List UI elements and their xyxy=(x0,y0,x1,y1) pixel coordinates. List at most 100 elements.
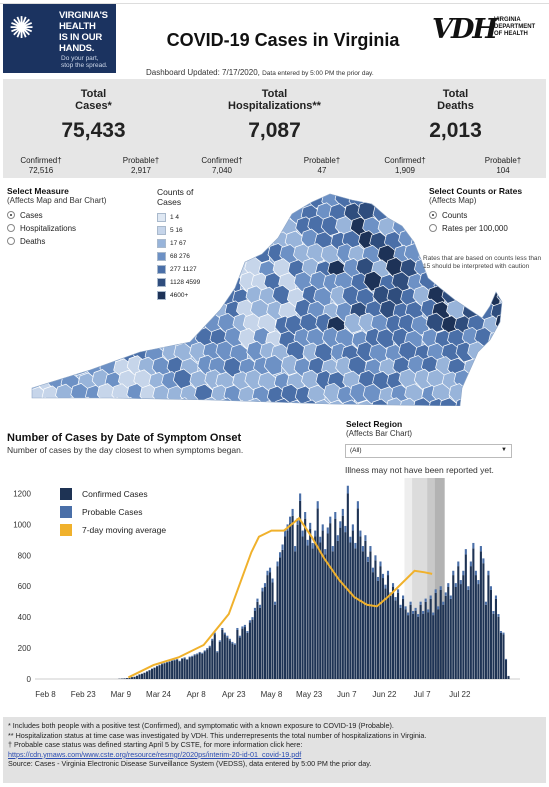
probable-bar[interactable] xyxy=(258,604,262,608)
probable-bar[interactable] xyxy=(211,638,214,641)
probable-bar[interactable] xyxy=(314,530,317,537)
county-cell[interactable] xyxy=(512,341,520,361)
probable-bar[interactable] xyxy=(371,567,374,573)
county-cell[interactable] xyxy=(83,302,103,324)
county-cell[interactable] xyxy=(132,314,152,335)
confirmed-bar[interactable] xyxy=(449,598,452,679)
confirmed-bar[interactable] xyxy=(263,587,267,679)
county-cell[interactable] xyxy=(259,202,279,224)
probable-bar[interactable] xyxy=(447,583,450,588)
probable-bar[interactable] xyxy=(469,561,472,567)
county-cell[interactable] xyxy=(162,314,182,336)
county-cell[interactable] xyxy=(511,285,520,305)
confirmed-bar[interactable] xyxy=(497,616,500,679)
confirmed-bar[interactable] xyxy=(404,609,407,679)
probable-bar[interactable] xyxy=(241,626,244,629)
county-cell[interactable] xyxy=(106,397,126,406)
confirmed-bar[interactable] xyxy=(444,595,447,679)
probable-bar[interactable] xyxy=(334,512,337,519)
county-cell[interactable] xyxy=(488,383,507,405)
probable-bar[interactable] xyxy=(504,658,508,660)
county-cell[interactable] xyxy=(139,299,159,321)
probable-bar[interactable] xyxy=(487,570,490,576)
county-cell[interactable] xyxy=(237,192,257,209)
confirmed-bar[interactable] xyxy=(349,542,352,679)
probable-bar[interactable] xyxy=(299,493,302,501)
county-cell[interactable] xyxy=(89,257,109,278)
measure-option-cases[interactable]: Cases xyxy=(7,209,147,221)
confirmed-bar[interactable] xyxy=(381,578,385,679)
probable-bar[interactable] xyxy=(424,598,427,602)
probable-bar[interactable] xyxy=(417,614,420,617)
probable-bar[interactable] xyxy=(304,512,307,519)
county-cell[interactable] xyxy=(119,257,138,278)
probable-bar[interactable] xyxy=(412,610,415,614)
confirmed-bar[interactable] xyxy=(145,671,149,679)
confirmed-bar[interactable] xyxy=(452,575,455,679)
confirmed-bar[interactable] xyxy=(271,582,274,679)
probable-bar[interactable] xyxy=(243,624,246,628)
region-dropdown[interactable]: (All) ▼ xyxy=(345,444,512,458)
county-cell[interactable] xyxy=(488,330,506,352)
county-cell[interactable] xyxy=(487,272,506,294)
confirmed-bar[interactable] xyxy=(188,657,191,679)
confirmed-bar[interactable] xyxy=(246,632,249,679)
probable-bar[interactable] xyxy=(223,632,226,635)
confirmed-bar[interactable] xyxy=(341,515,344,679)
probable-bar[interactable] xyxy=(452,570,455,576)
confirmed-bar[interactable] xyxy=(371,572,374,679)
county-cell[interactable] xyxy=(251,216,271,238)
county-cell[interactable] xyxy=(56,356,75,377)
probable-bar[interactable] xyxy=(271,578,274,583)
probable-bar[interactable] xyxy=(218,640,221,642)
county-cell[interactable] xyxy=(460,272,480,294)
confirmed-bar[interactable] xyxy=(336,540,339,679)
county-cell[interactable] xyxy=(54,246,74,267)
probable-bar[interactable] xyxy=(253,607,257,611)
confirmed-bar[interactable] xyxy=(281,549,284,679)
confirmed-bar[interactable] xyxy=(140,673,144,679)
probable-bar[interactable] xyxy=(201,652,204,654)
confirmed-bar[interactable] xyxy=(261,591,264,679)
confirmed-bar[interactable] xyxy=(279,557,282,679)
probable-bar[interactable] xyxy=(193,654,196,656)
probable-bar[interactable] xyxy=(238,635,241,638)
probable-bar[interactable] xyxy=(276,561,279,567)
county-cell[interactable] xyxy=(48,343,68,365)
confirmed-bar[interactable] xyxy=(319,542,322,679)
probable-bar[interactable] xyxy=(268,567,272,573)
confirmed-bar[interactable] xyxy=(286,530,289,679)
probable-bar[interactable] xyxy=(309,522,312,530)
confirmed-bar[interactable] xyxy=(492,613,495,679)
confirmed-bar[interactable] xyxy=(434,592,437,679)
probable-bar[interactable] xyxy=(324,549,327,555)
confirmed-bar[interactable] xyxy=(419,604,422,679)
confirmed-bar[interactable] xyxy=(414,610,417,679)
probable-bar[interactable] xyxy=(198,651,201,654)
probable-bar[interactable] xyxy=(399,604,402,608)
county-cell[interactable] xyxy=(513,315,520,335)
probable-bar[interactable] xyxy=(462,570,465,576)
probable-bar[interactable] xyxy=(494,595,498,599)
confirmed-bar[interactable] xyxy=(479,551,482,679)
rates-option-counts[interactable]: Counts xyxy=(429,209,549,221)
probable-bar[interactable] xyxy=(256,598,259,602)
probable-bar[interactable] xyxy=(233,643,236,645)
probable-bar[interactable] xyxy=(429,595,432,599)
county-cell[interactable] xyxy=(40,273,60,294)
county-cell[interactable] xyxy=(481,232,501,254)
confirmed-bar[interactable] xyxy=(256,601,259,679)
county-cell[interactable] xyxy=(77,256,97,278)
confirmed-bar[interactable] xyxy=(386,575,390,679)
probable-bar[interactable] xyxy=(492,610,495,614)
county-cell[interactable] xyxy=(132,260,152,282)
confirmed-bar[interactable] xyxy=(198,653,201,679)
county-cell[interactable] xyxy=(96,299,115,321)
probable-bar[interactable] xyxy=(404,606,407,610)
county-cell[interactable] xyxy=(244,231,264,253)
confirmed-bar[interactable] xyxy=(422,613,425,679)
county-cell[interactable] xyxy=(77,344,96,366)
confirmed-bar[interactable] xyxy=(394,600,397,679)
probable-bar[interactable] xyxy=(489,586,492,590)
confirmed-bar[interactable] xyxy=(306,545,309,679)
